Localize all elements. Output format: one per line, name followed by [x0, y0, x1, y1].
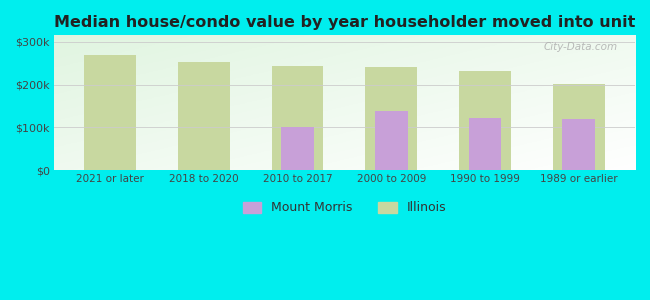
Title: Median house/condo value by year householder moved into unit: Median house/condo value by year househo… — [54, 15, 635, 30]
Bar — [178, 62, 229, 170]
Bar — [460, 71, 511, 170]
Bar — [84, 56, 136, 170]
Bar — [469, 118, 501, 170]
Bar — [365, 67, 417, 170]
Bar — [562, 119, 595, 170]
Bar — [375, 111, 408, 170]
Bar — [272, 66, 323, 170]
Text: City-Data.com: City-Data.com — [543, 42, 618, 52]
Bar — [281, 127, 314, 170]
Bar — [553, 84, 604, 170]
Legend: Mount Morris, Illinois: Mount Morris, Illinois — [237, 195, 452, 220]
